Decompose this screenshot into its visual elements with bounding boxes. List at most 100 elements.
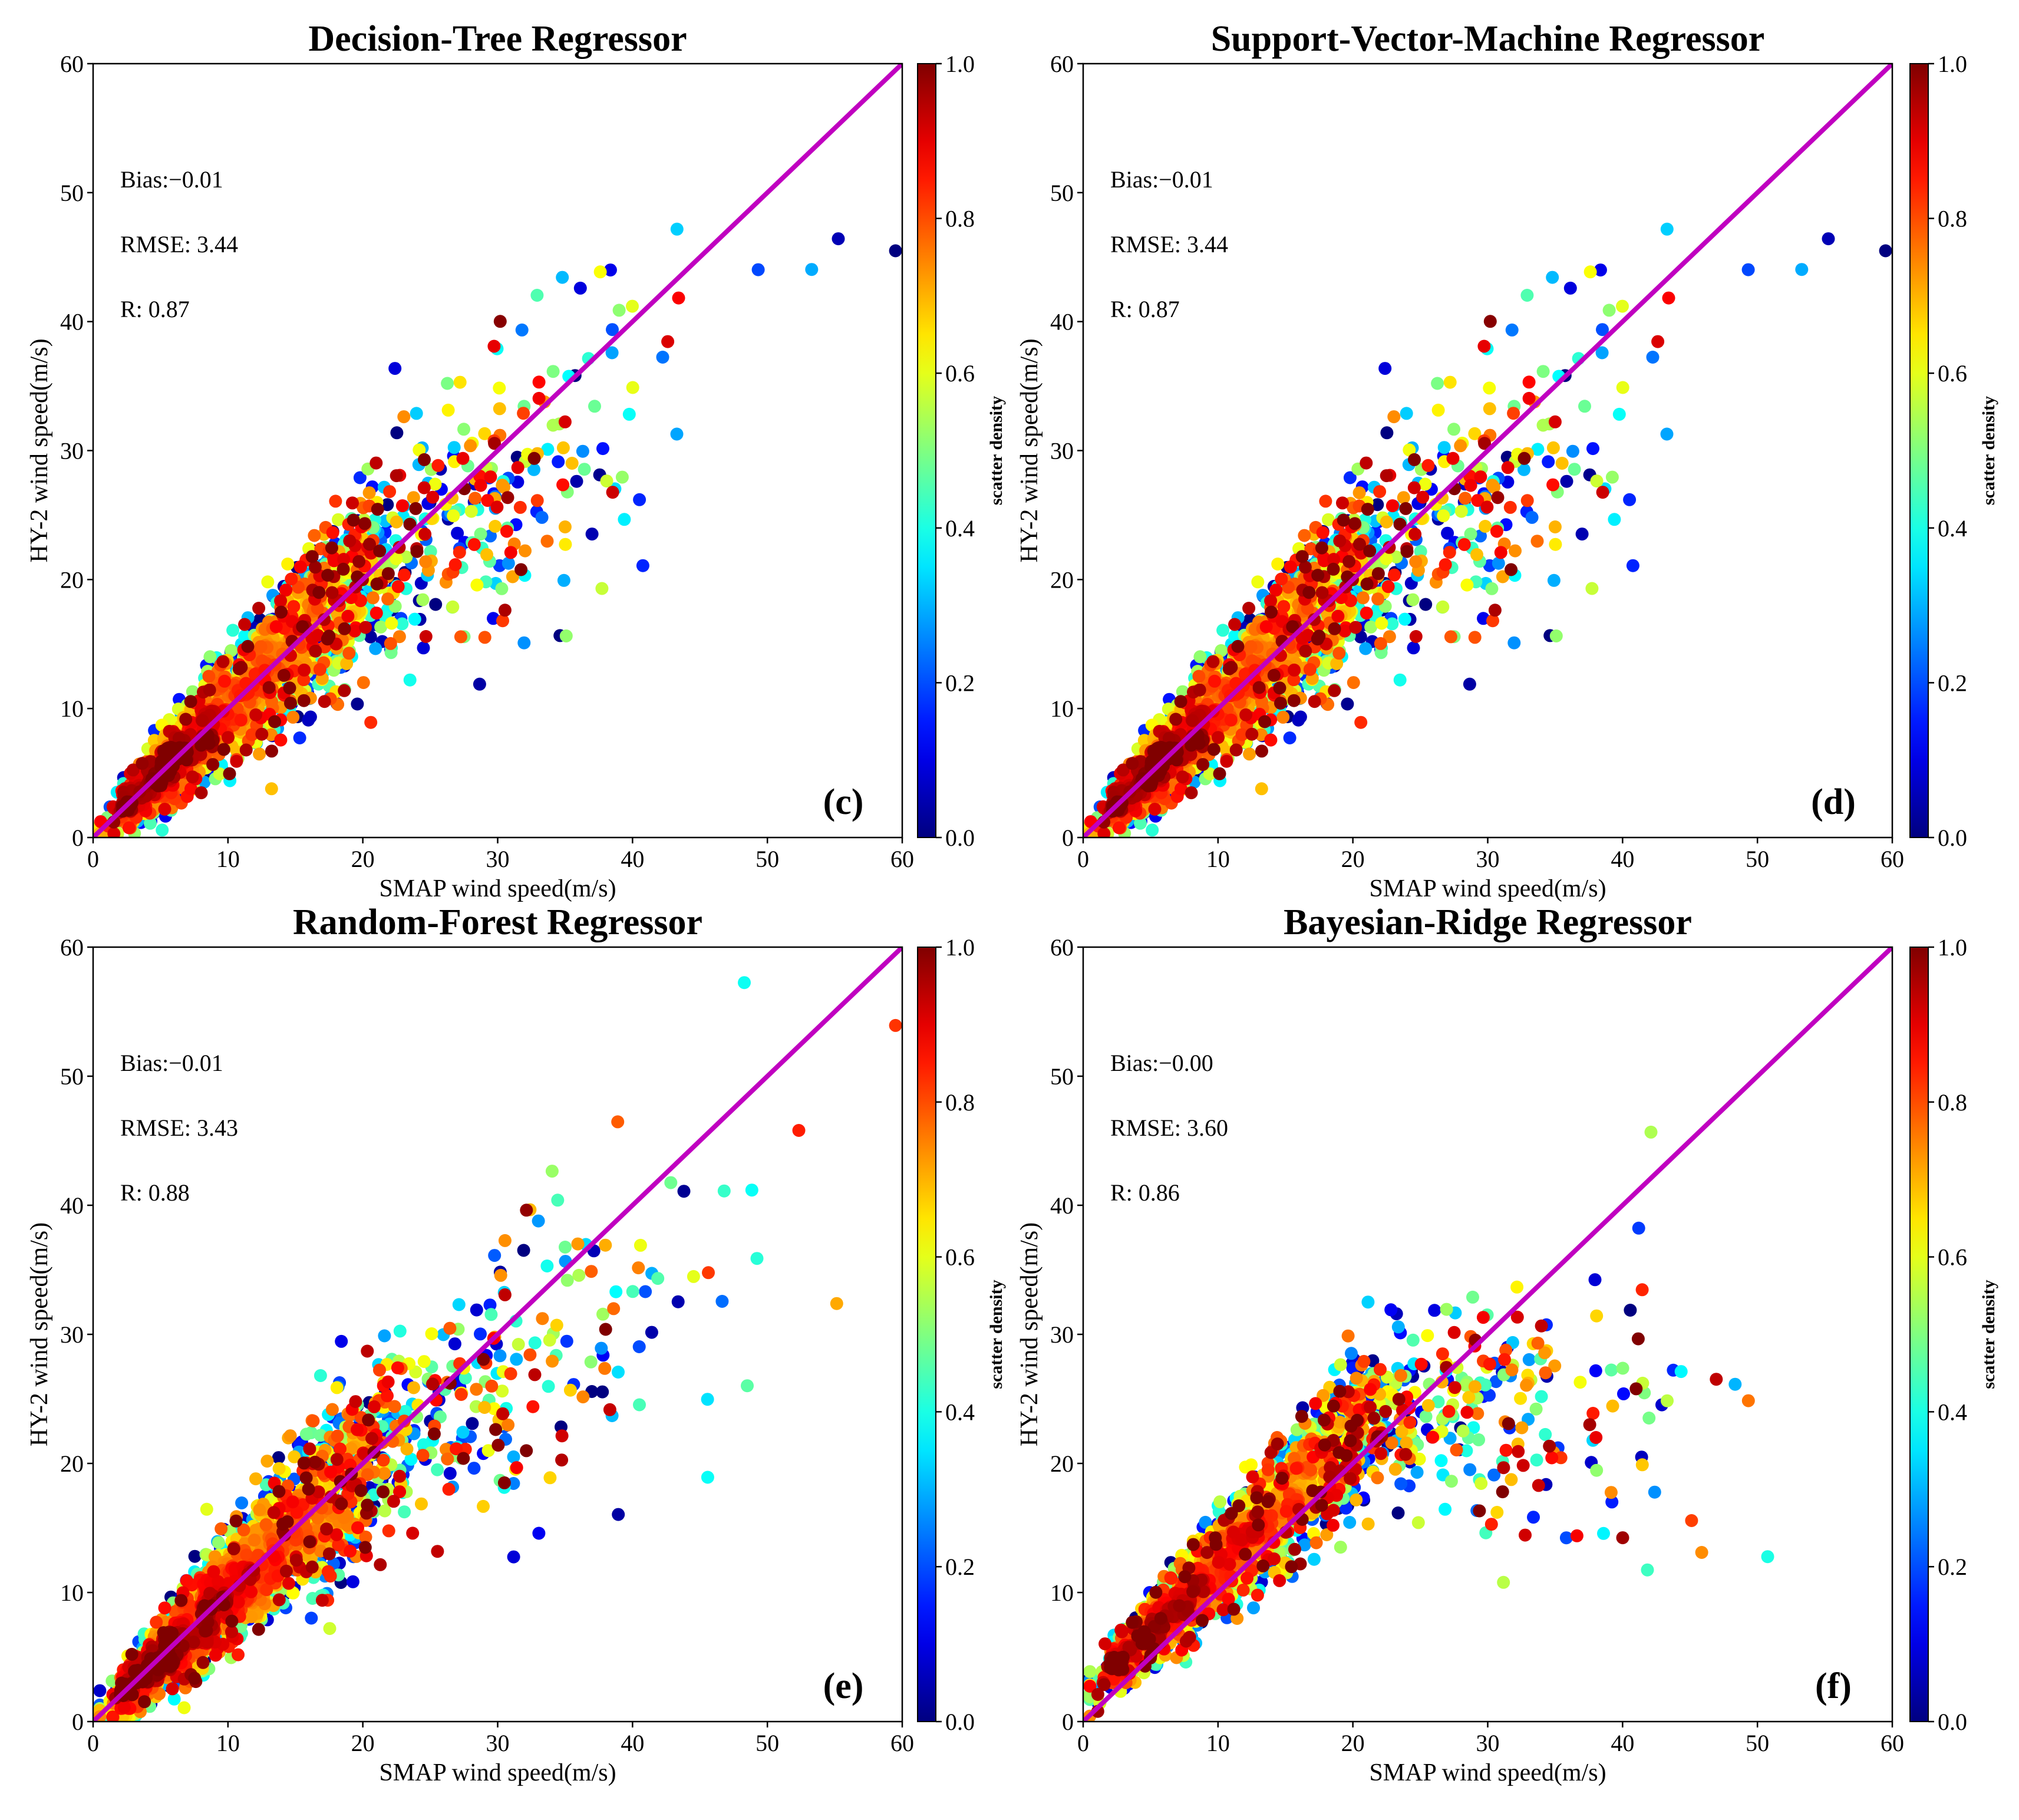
scatter-point <box>369 642 382 655</box>
scatter-point <box>275 605 288 619</box>
scatter-point <box>249 708 263 721</box>
scatter-point <box>337 553 351 566</box>
scatter-point <box>1208 674 1221 688</box>
scatter-point <box>1380 515 1393 529</box>
scatter-point <box>832 232 845 246</box>
scatter-point <box>274 594 288 608</box>
scatter-point <box>1407 481 1421 494</box>
scatter-point <box>615 470 629 484</box>
scatter-point <box>626 381 639 394</box>
scatter-point <box>370 456 383 470</box>
scatter-point <box>1215 644 1228 657</box>
scatter-point <box>1454 505 1468 518</box>
scatter-point <box>1224 713 1238 727</box>
scatter-point <box>496 614 509 628</box>
scatter-point <box>1437 509 1450 523</box>
scatter-point <box>1421 459 1435 472</box>
scatter-point <box>409 502 423 515</box>
scatter-point <box>1486 479 1499 492</box>
scatter-point <box>417 481 431 494</box>
scatter-point <box>383 485 397 499</box>
scatter-point <box>1354 630 1367 644</box>
scatter-point <box>1332 647 1346 660</box>
scatter-point <box>1284 560 1297 573</box>
scatter-point <box>293 560 307 573</box>
scatter-point <box>490 500 504 514</box>
scatter-point <box>1444 630 1457 644</box>
scatter-point <box>1371 592 1385 606</box>
y-axis-label: HY-2 wind speed(m/s) <box>26 338 53 562</box>
scatter-point <box>527 463 540 476</box>
y-tick-label: 10 <box>60 695 84 722</box>
scatter-point <box>385 616 398 630</box>
scatter-point <box>286 710 300 724</box>
y-tick-label: 50 <box>60 180 84 206</box>
scatter-point <box>384 637 397 650</box>
scatter-point <box>390 552 403 565</box>
scatter-point <box>1298 529 1311 542</box>
scatter-point <box>1741 263 1755 276</box>
scatter-point <box>238 618 252 631</box>
scatter-point <box>1483 381 1496 395</box>
scatter-point <box>279 583 293 597</box>
scatter-point <box>464 439 477 453</box>
scatter-point <box>1590 474 1604 488</box>
scatter-point <box>431 459 445 472</box>
scatter-point <box>364 630 377 644</box>
scatter-point <box>144 816 157 830</box>
scatter-point <box>456 451 470 465</box>
x-tick-label: 0 <box>87 846 99 872</box>
x-tick-label: 20 <box>351 846 375 872</box>
scatter-point <box>656 351 669 364</box>
x-tick-label: 60 <box>890 846 914 872</box>
scatter-point <box>1338 624 1351 638</box>
colorbar-tick-label: 0.4 <box>945 515 975 542</box>
scatter-point <box>578 463 591 476</box>
scatter-point <box>203 650 217 664</box>
r-stat: R: 0.87 <box>120 296 190 322</box>
scatter-point <box>374 620 388 634</box>
scatter-point <box>308 529 321 542</box>
scatter-point <box>1387 410 1401 424</box>
scatter-point <box>1536 418 1550 432</box>
scatter-point <box>418 453 431 466</box>
scatter-point <box>325 586 339 599</box>
scatter-point <box>265 782 278 796</box>
scatter-point <box>269 620 283 634</box>
scatter-point <box>1264 594 1278 608</box>
scatter-point <box>1795 263 1809 276</box>
scatter-point <box>751 263 765 276</box>
scatter-point <box>348 624 361 638</box>
scatter-point <box>1244 640 1258 654</box>
scatter-point <box>1460 578 1474 592</box>
scatter-point <box>268 715 282 728</box>
scatter-point <box>1471 494 1484 507</box>
scatter-point <box>484 529 497 543</box>
scatter-point <box>366 591 380 605</box>
scatter-point <box>1193 650 1207 664</box>
scatter-point <box>558 415 572 428</box>
scatter-point <box>500 525 513 538</box>
scatter-point <box>556 441 570 454</box>
scatter-point <box>285 572 298 586</box>
scatter-point <box>1277 600 1291 614</box>
scatter-point <box>1575 527 1589 541</box>
scatter-point <box>556 271 569 284</box>
scatter-point <box>416 593 430 606</box>
scatter-point <box>1228 618 1242 631</box>
scatter-point <box>1134 816 1147 830</box>
scatter-point <box>1385 617 1399 631</box>
scatter-point <box>196 714 209 727</box>
scatter-point <box>281 558 295 571</box>
scatter-point <box>1373 485 1387 499</box>
colorbar <box>917 63 936 838</box>
scatter-point <box>395 617 409 631</box>
panel-c: 0 10 20 30 40 50 600102030405060Decision-Tree … <box>26 19 1006 902</box>
scatter-point <box>1583 265 1597 279</box>
scatter-point <box>359 621 372 634</box>
scatter-point <box>186 685 199 698</box>
scatter-point <box>446 600 460 614</box>
scatter-point <box>1660 427 1674 441</box>
scatter-point <box>322 629 336 643</box>
